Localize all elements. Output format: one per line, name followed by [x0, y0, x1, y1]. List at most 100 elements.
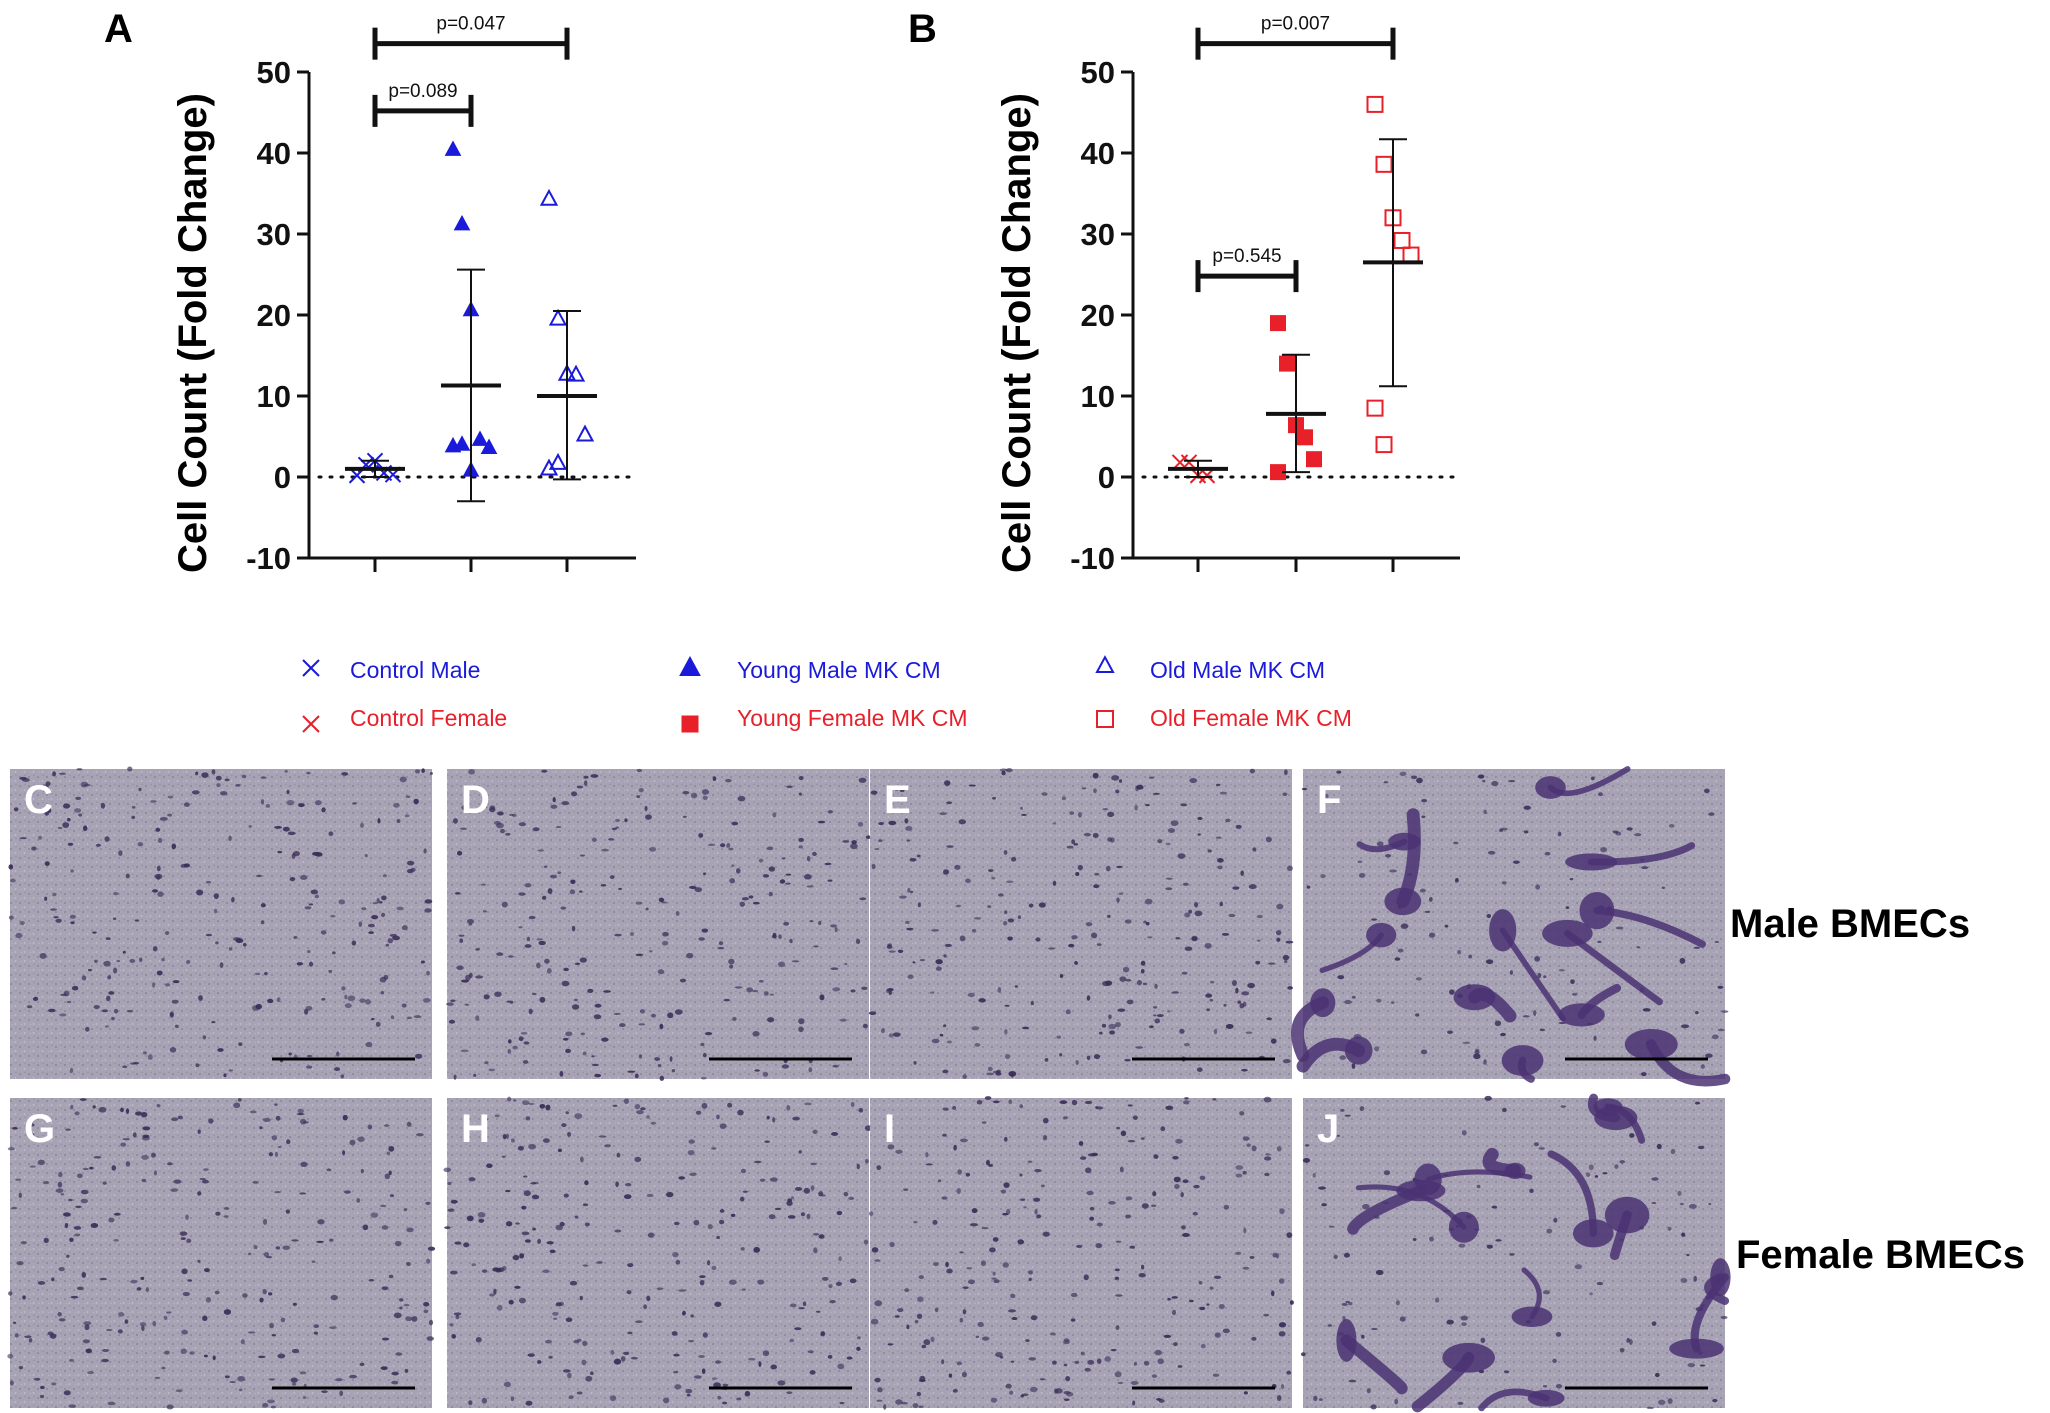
cell-speck: [1206, 1008, 1211, 1011]
cell-speck: [717, 1395, 722, 1400]
data-marks: [345, 140, 597, 503]
cell-speck: [212, 1355, 216, 1361]
cell-speck: [766, 1115, 770, 1120]
cell-speck: [636, 768, 643, 773]
cell-speck: [521, 1205, 527, 1210]
cell-speck: [475, 1015, 480, 1021]
cell-speck: [858, 777, 867, 783]
cell-speck: [984, 1096, 992, 1100]
cell-speck: [1495, 1239, 1502, 1242]
cell-speck: [341, 986, 346, 991]
cell-speck: [701, 928, 709, 933]
cell-speck: [413, 1015, 422, 1019]
cell-speck: [687, 1150, 695, 1156]
cell-speck: [836, 1210, 843, 1216]
cell-speck: [1156, 1014, 1164, 1017]
filled-triangle-marker: [453, 214, 471, 231]
cell-speck: [906, 1324, 910, 1330]
cell-speck: [701, 789, 710, 795]
cell-speck: [1235, 1251, 1242, 1256]
cell-speck: [1004, 1053, 1011, 1060]
cell-speck: [1030, 1315, 1038, 1321]
cell-speck: [399, 1298, 404, 1302]
cell-speck: [1107, 837, 1113, 842]
cell-speck: [1116, 1126, 1121, 1130]
cell-speck: [1215, 783, 1221, 787]
cell-speck: [1484, 1095, 1492, 1101]
cell-speck: [186, 960, 191, 964]
cell-speck: [76, 1286, 84, 1291]
cell-speck: [1011, 856, 1017, 862]
cell-speck: [406, 1227, 414, 1233]
cell-speck: [93, 1155, 102, 1159]
cell-speck: [256, 874, 263, 878]
cell-speck: [772, 934, 777, 939]
cell-speck: [914, 1319, 919, 1324]
cell-speck: [1167, 1297, 1171, 1301]
cell-cluster: [1542, 919, 1593, 947]
cell-speck: [223, 1309, 232, 1315]
cell-speck: [609, 1395, 617, 1402]
cell-speck: [1446, 1319, 1454, 1325]
cell-speck: [406, 1016, 412, 1019]
cell-speck: [639, 1009, 646, 1014]
cell-speck: [247, 1331, 256, 1334]
cell-speck: [381, 912, 386, 918]
cell-speck: [288, 1052, 292, 1056]
legend-label: Old Female MK CM: [1150, 705, 1352, 731]
cell-speck: [1175, 937, 1181, 940]
cell-speck: [1030, 1000, 1034, 1006]
cell-speck: [807, 1350, 814, 1354]
cell-speck: [962, 1074, 967, 1079]
cell-speck: [996, 1069, 1001, 1072]
cell-speck: [525, 1400, 533, 1406]
cell-speck: [468, 1177, 476, 1182]
cell-speck: [1265, 836, 1272, 843]
cell-speck: [608, 838, 615, 841]
cell-speck: [768, 1214, 776, 1220]
cell-cluster: [1579, 891, 1615, 930]
cell-speck: [839, 1018, 847, 1022]
cell-speck: [953, 1144, 957, 1151]
cell-speck: [277, 850, 283, 854]
cell-speck: [1115, 1325, 1120, 1330]
cell-speck: [1385, 854, 1392, 858]
cell-speck: [1010, 1360, 1015, 1363]
cell-speck: [527, 1102, 535, 1105]
cell-speck: [1486, 913, 1492, 919]
cell-speck: [63, 990, 70, 997]
cell-speck: [399, 776, 407, 783]
cell-speck: [613, 1358, 622, 1365]
cell-speck: [29, 1123, 35, 1127]
chart-panel-b: B Cell Count (Fold Change) 50403020100-1…: [908, 7, 1462, 576]
cell-speck: [1096, 1222, 1103, 1227]
cell-speck: [63, 1390, 71, 1396]
cell-speck: [722, 1383, 729, 1387]
cell-speck: [582, 1203, 589, 1207]
cell-speck: [863, 1239, 869, 1245]
cell-speck: [242, 1293, 248, 1298]
cell-speck: [518, 892, 526, 896]
cell-speck: [868, 1211, 874, 1216]
cell-speck: [748, 895, 754, 899]
cell-speck: [739, 1196, 745, 1202]
cell-speck: [557, 871, 562, 875]
cell-speck: [78, 813, 83, 817]
y-tick-label: 50: [1081, 55, 1115, 90]
cell-speck: [30, 1118, 34, 1124]
cell-speck: [1184, 912, 1191, 918]
cell-speck: [627, 1070, 636, 1073]
cell-speck: [1412, 1238, 1417, 1241]
cell-speck: [636, 1110, 644, 1115]
cell-speck: [1717, 1028, 1725, 1032]
y-tick-label: 10: [257, 379, 291, 414]
cell-speck: [460, 1049, 469, 1053]
cell-speck: [1066, 1392, 1074, 1397]
cell-speck: [885, 989, 890, 993]
cell-speck: [723, 998, 731, 1002]
cell-speck: [865, 835, 871, 840]
cell-speck: [904, 818, 909, 824]
cell-speck: [546, 968, 552, 974]
cell-speck: [576, 785, 584, 789]
cell-cluster: [1527, 1389, 1565, 1407]
